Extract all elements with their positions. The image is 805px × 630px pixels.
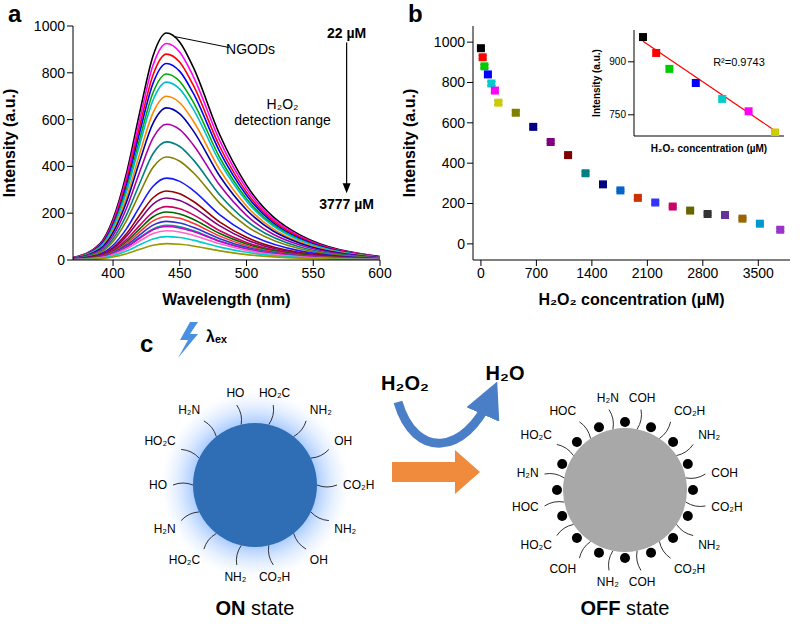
svg-text:HO₂C: HO₂C <box>144 434 176 448</box>
svg-text:OH: OH <box>334 434 352 448</box>
svg-text:Wavelength (nm): Wavelength (nm) <box>162 291 290 308</box>
svg-text:H₂N: H₂N <box>178 403 200 417</box>
svg-text:ON state: ON state <box>216 597 295 619</box>
svg-text:OFF state: OFF state <box>581 597 670 619</box>
svg-text:c: c <box>140 330 153 357</box>
svg-text:700: 700 <box>525 265 549 281</box>
svg-text:1000: 1000 <box>34 18 65 34</box>
svg-text:0: 0 <box>57 252 65 268</box>
svg-text:HO: HO <box>149 478 167 492</box>
svg-text:CO₂H: CO₂H <box>711 500 742 514</box>
svg-text:HO₂C: HO₂C <box>521 428 553 442</box>
svg-text:NH₂: NH₂ <box>224 570 246 584</box>
svg-text:HOC: HOC <box>549 404 576 418</box>
svg-text:200: 200 <box>442 195 466 211</box>
svg-text:450: 450 <box>168 265 192 281</box>
html-text:a: a <box>8 0 22 27</box>
svg-text:CO₂H: CO₂H <box>259 570 290 584</box>
svg-text:NH₂: NH₂ <box>698 428 720 442</box>
svg-text:Intensity (a.u.): Intensity (a.u.) <box>591 49 602 117</box>
svg-text:400: 400 <box>442 155 466 171</box>
svg-text:COH: COH <box>711 466 738 480</box>
svg-text:3777 µM: 3777 µM <box>319 196 374 212</box>
svg-text:1000: 1000 <box>434 34 465 50</box>
svg-text:H₂O₂ concentration (µM): H₂O₂ concentration (µM) <box>651 143 767 154</box>
svg-text:CO₂H: CO₂H <box>674 562 705 576</box>
svg-text:CO₂H: CO₂H <box>674 404 705 418</box>
svg-text:500: 500 <box>235 265 259 281</box>
svg-text:Intensity (a.u.): Intensity (a.u.) <box>1 89 18 197</box>
svg-text:H₂O₂: H₂O₂ <box>381 372 429 394</box>
svg-text:NH₂: NH₂ <box>310 403 332 417</box>
svg-text:R²=0.9743: R²=0.9743 <box>713 56 765 68</box>
svg-text:2800: 2800 <box>687 265 718 281</box>
svg-text:H₂O₂ concentration (µM): H₂O₂ concentration (µM) <box>538 291 724 308</box>
svg-text:NH₂: NH₂ <box>597 575 619 589</box>
svg-text:HO₂C: HO₂C <box>169 553 201 567</box>
svg-text:600: 600 <box>42 112 66 128</box>
svg-text:H₂N: H₂N <box>517 466 539 480</box>
svg-text:HO₂C: HO₂C <box>521 538 553 552</box>
svg-text:800: 800 <box>42 65 66 81</box>
svg-text:λₑₓ: λₑₓ <box>206 328 227 345</box>
svg-text:1400: 1400 <box>576 265 607 281</box>
svg-text:22 µM: 22 µM <box>327 25 366 41</box>
svg-text:3500: 3500 <box>743 265 774 281</box>
svg-text:OH: OH <box>310 553 328 567</box>
svg-text:400: 400 <box>42 158 66 174</box>
svg-text:COH: COH <box>549 562 576 576</box>
svg-text:900: 900 <box>609 56 626 67</box>
svg-text:Intensity (a.u.): Intensity (a.u.) <box>401 89 418 197</box>
svg-text:2100: 2100 <box>632 265 663 281</box>
svg-text:200: 200 <box>42 205 66 221</box>
svg-text:600: 600 <box>442 115 466 131</box>
svg-text:400: 400 <box>101 265 125 281</box>
svg-text:NGODs: NGODs <box>226 41 275 57</box>
svg-text:800: 800 <box>442 74 466 90</box>
svg-text:H₂O₂: H₂O₂ <box>267 96 299 112</box>
svg-text:detection range: detection range <box>234 112 331 128</box>
svg-text:550: 550 <box>302 265 326 281</box>
svg-text:HO₂C: HO₂C <box>259 386 291 400</box>
svg-text:750: 750 <box>609 109 626 120</box>
svg-text:COH: COH <box>629 391 656 405</box>
html-text:b: b <box>408 0 423 27</box>
svg-text:CO₂H: CO₂H <box>343 478 374 492</box>
svg-text:600: 600 <box>368 265 392 281</box>
svg-text:HO: HO <box>226 386 244 400</box>
svg-text:H₂O: H₂O <box>486 362 525 384</box>
svg-text:NH₂: NH₂ <box>334 522 356 536</box>
svg-text:0: 0 <box>457 236 465 252</box>
svg-text:H₂N: H₂N <box>154 522 176 536</box>
svg-text:HOC: HOC <box>512 500 539 514</box>
svg-text:COH: COH <box>629 575 656 589</box>
svg-text:NH₂: NH₂ <box>698 538 720 552</box>
svg-text:0: 0 <box>477 265 485 281</box>
svg-text:H₂N: H₂N <box>597 391 619 405</box>
